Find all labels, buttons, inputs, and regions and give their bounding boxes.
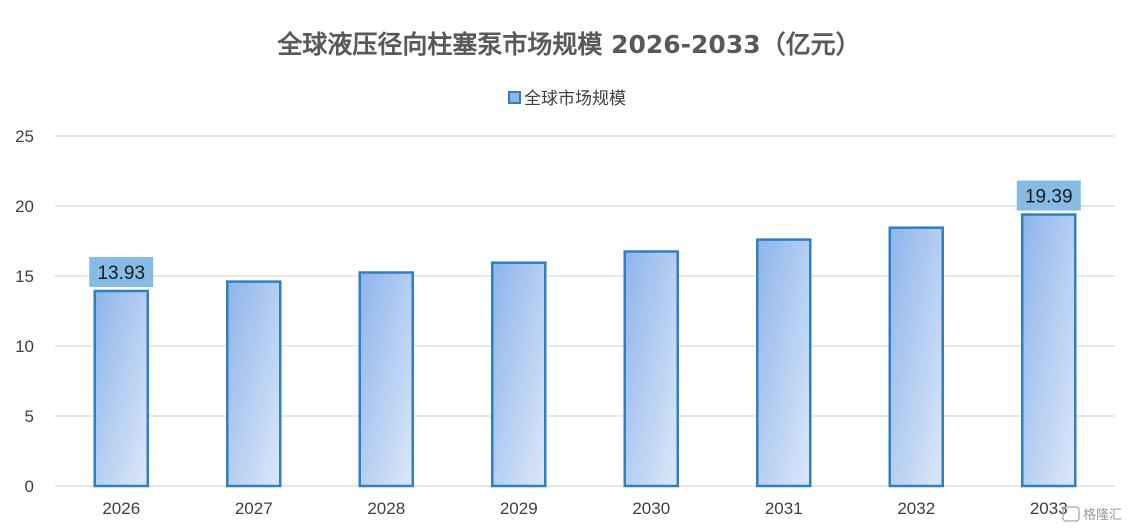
data-label-text: 13.93: [97, 263, 145, 284]
x-axis: 2026 2027 2028 2029 2030 2031 2032 2033: [102, 499, 1067, 518]
y-tick-label: 25: [15, 127, 34, 146]
gridlines: [55, 135, 1115, 487]
bar-2028: [358, 271, 414, 488]
y-tick-label: 10: [15, 337, 34, 356]
watermark: 格隆汇: [1062, 506, 1122, 523]
x-tick-label: 2028: [367, 499, 405, 518]
watermark-logo-icon: [1062, 506, 1080, 522]
y-tick-label: 0: [25, 477, 34, 496]
y-axis: 0 5 10 15 20 25: [15, 127, 34, 496]
bar-2031: [756, 238, 812, 488]
legend-swatch: [508, 91, 521, 104]
x-tick-label: 2032: [897, 499, 935, 518]
bar-2026: [93, 289, 149, 488]
data-label-text: 19.39: [1025, 187, 1073, 208]
y-tick-label: 5: [25, 407, 34, 426]
bar-2029: [491, 261, 547, 488]
x-tick-label: 2031: [765, 499, 803, 518]
data-label-2026: 13.93: [89, 256, 154, 287]
data-label-box: [89, 256, 154, 287]
data-labels: 13.93 19.39: [89, 180, 1081, 287]
legend: 全球市场规模: [508, 89, 626, 109]
x-tick-label: 2026: [102, 499, 140, 518]
watermark-text: 格隆汇: [1083, 507, 1122, 523]
bar-2032: [888, 226, 944, 488]
bar-2033: [1021, 213, 1077, 488]
chart-title: 全球液压径向柱塞泵市场规模 2026-2033（亿元）: [276, 30, 860, 59]
y-tick-label: 15: [15, 267, 34, 286]
x-tick-label: 2033: [1030, 499, 1068, 518]
data-label-box: [1016, 180, 1081, 211]
bar-2027: [226, 280, 282, 488]
y-tick-label: 20: [15, 197, 34, 216]
bars: [93, 213, 1077, 488]
legend-label: 全球市场规模: [524, 89, 626, 109]
x-tick-label: 2030: [632, 499, 670, 518]
bar-2030: [623, 250, 679, 488]
x-tick-label: 2027: [235, 499, 273, 518]
x-tick-label: 2029: [500, 499, 538, 518]
data-label-2033: 19.39: [1016, 180, 1081, 211]
